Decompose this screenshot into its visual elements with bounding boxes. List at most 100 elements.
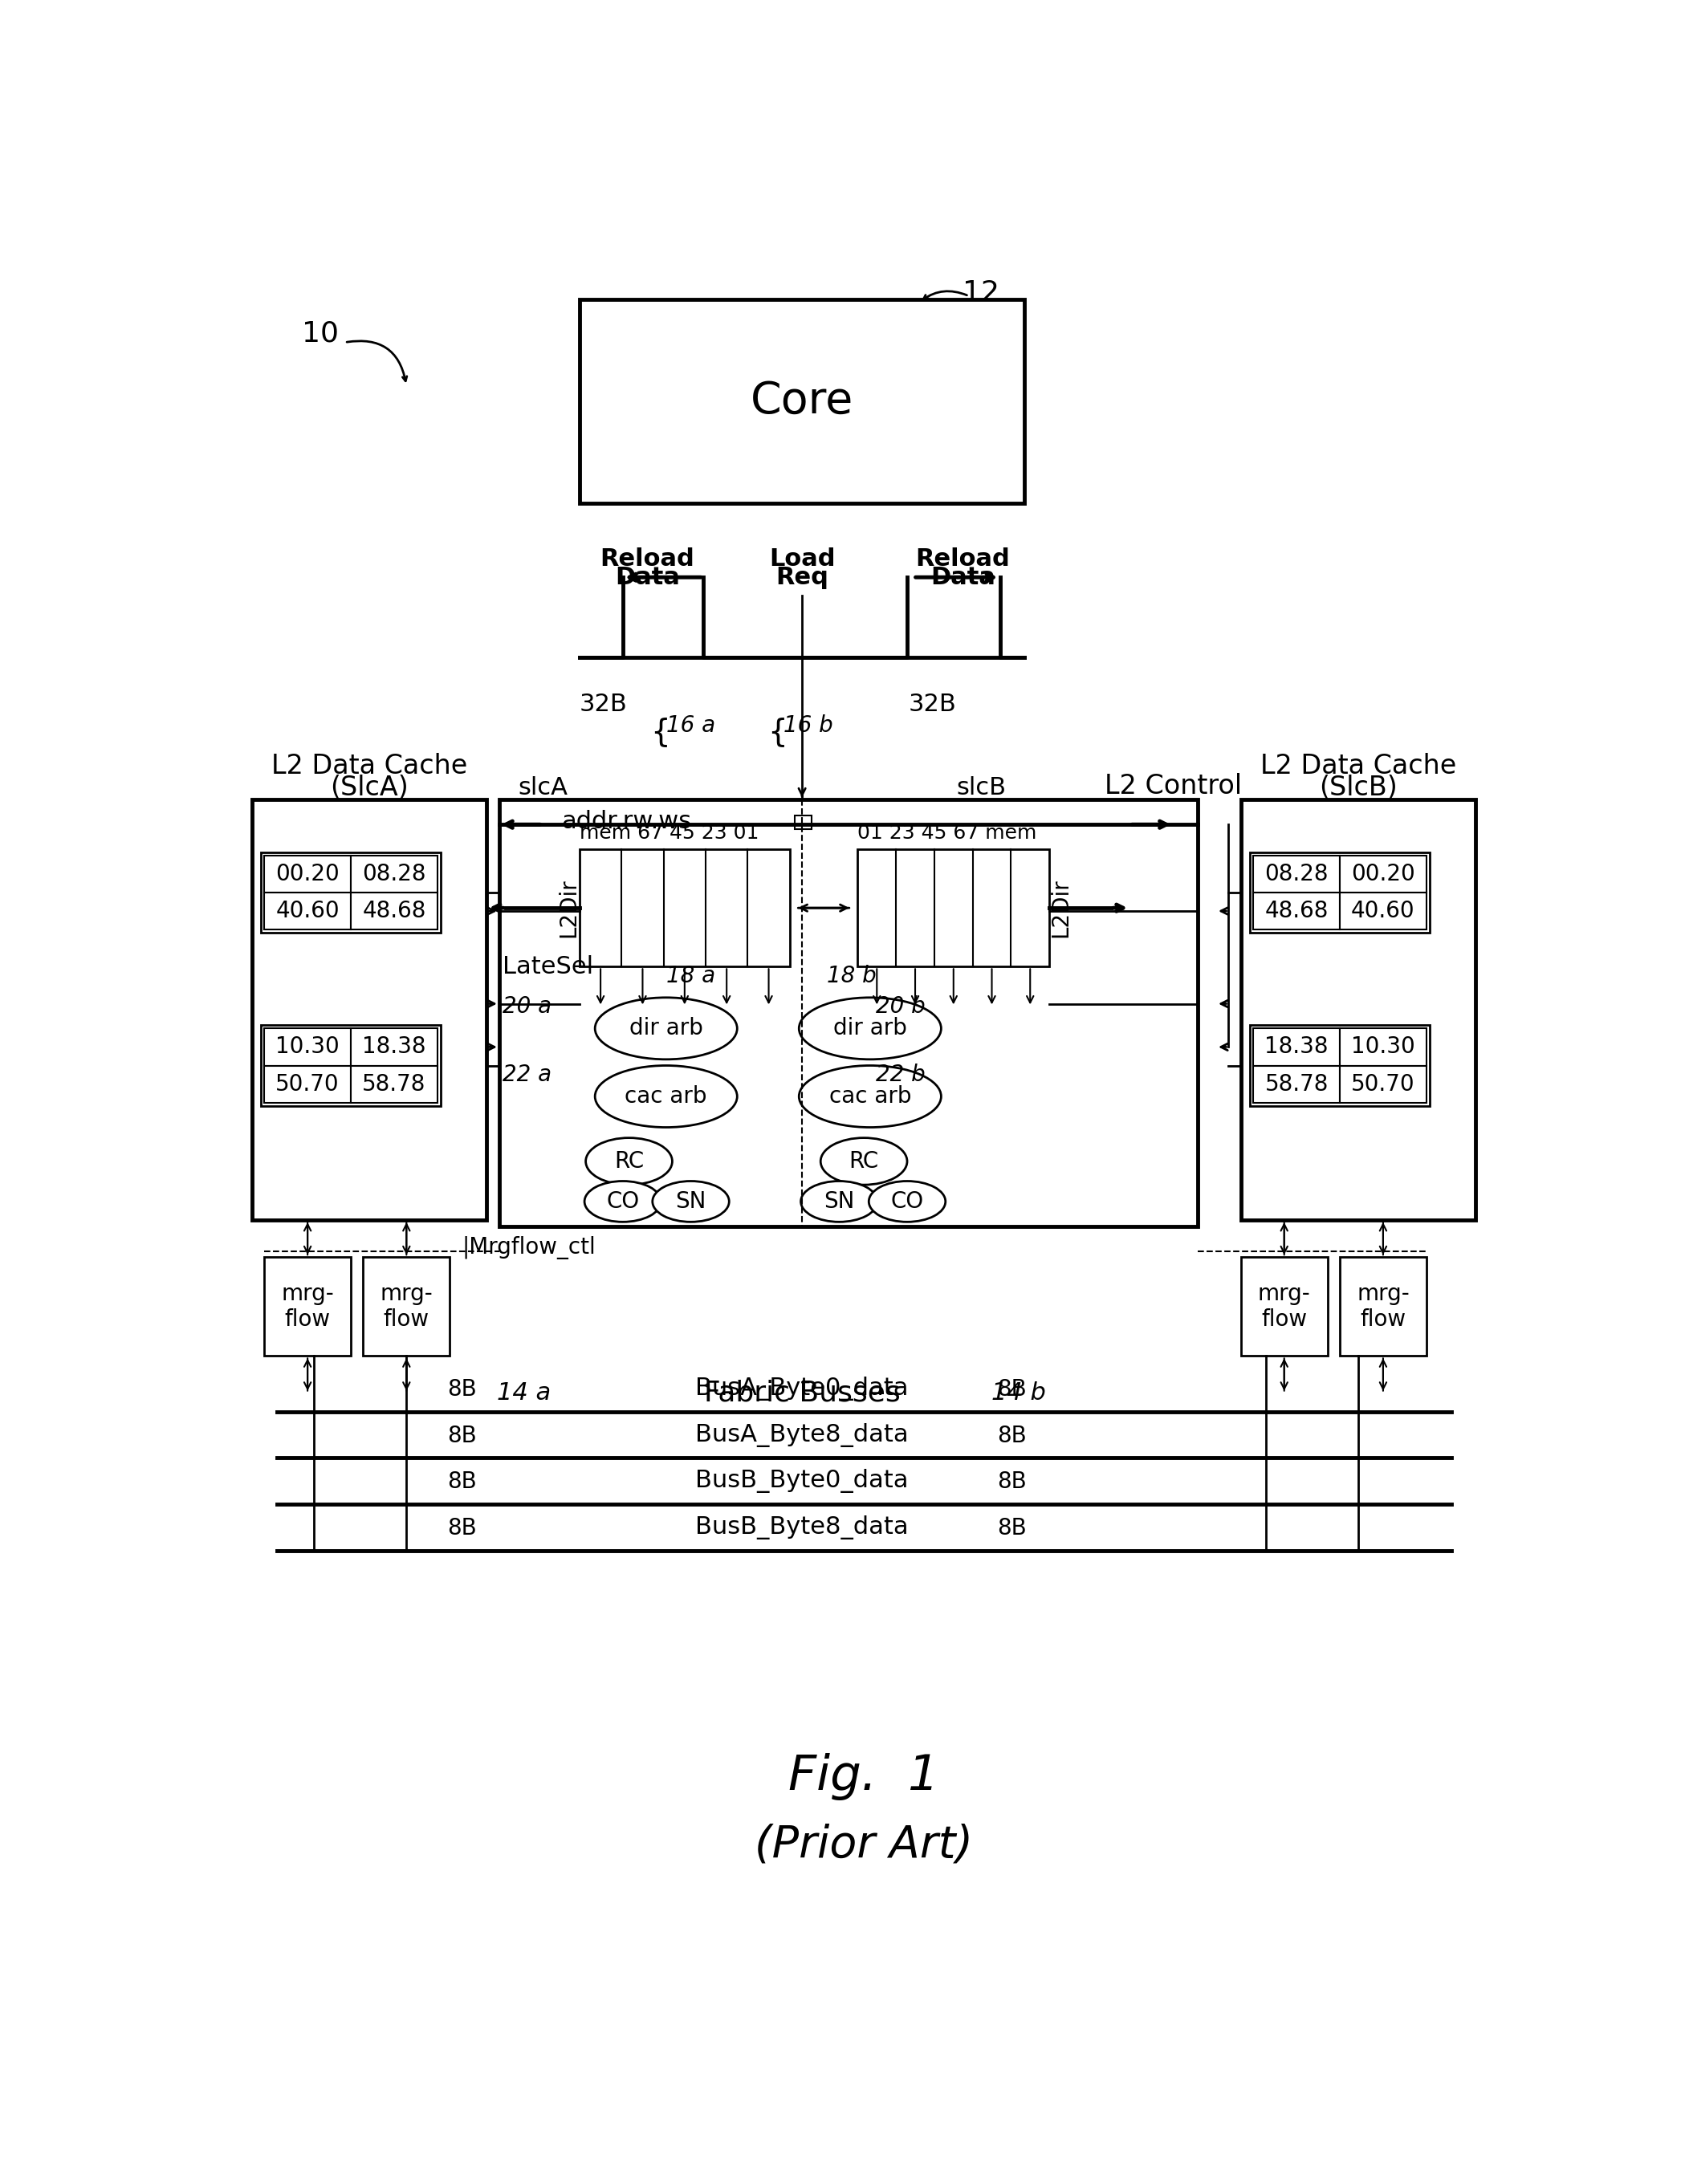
Bar bbox=[1240, 1258, 1328, 1356]
Text: RC: RC bbox=[849, 1151, 880, 1173]
Bar bbox=[858, 850, 1050, 968]
Text: dir arb: dir arb bbox=[629, 1018, 703, 1040]
Text: 40.60: 40.60 bbox=[1351, 900, 1415, 922]
Text: SN: SN bbox=[676, 1190, 706, 1212]
Text: Fig.  1: Fig. 1 bbox=[789, 1752, 939, 1800]
Text: slcA: slcA bbox=[517, 775, 568, 799]
Text: BusA_Byte0_data: BusA_Byte0_data bbox=[696, 1376, 908, 1400]
Text: 48.68: 48.68 bbox=[362, 900, 426, 922]
Text: L2 Data Cache: L2 Data Cache bbox=[271, 753, 467, 780]
Bar bbox=[1250, 1024, 1429, 1105]
Bar bbox=[265, 856, 350, 893]
Text: 16 b: 16 b bbox=[784, 714, 832, 736]
Bar bbox=[1340, 1258, 1427, 1356]
Bar bbox=[261, 1024, 440, 1105]
Text: 10: 10 bbox=[302, 319, 339, 347]
Text: Data: Data bbox=[615, 566, 681, 590]
Text: 50.70: 50.70 bbox=[1351, 1072, 1415, 1096]
Text: 8B: 8B bbox=[998, 1470, 1026, 1494]
Bar bbox=[1340, 1066, 1427, 1103]
Text: LateSel: LateSel bbox=[502, 954, 593, 978]
Text: 8B: 8B bbox=[998, 1518, 1026, 1540]
Bar bbox=[350, 1029, 438, 1066]
Bar bbox=[580, 299, 1024, 502]
Ellipse shape bbox=[652, 1182, 730, 1221]
Text: mrg-
flow: mrg- flow bbox=[1356, 1282, 1409, 1330]
Text: BusA_Byte8_data: BusA_Byte8_data bbox=[696, 1422, 908, 1446]
Text: Reload: Reload bbox=[915, 548, 1009, 570]
Text: mrg-
flow: mrg- flow bbox=[1257, 1282, 1311, 1330]
Text: Reload: Reload bbox=[600, 548, 694, 570]
Text: 18 b: 18 b bbox=[827, 965, 876, 987]
Text: addr.rw.ws: addr.rw.ws bbox=[561, 810, 691, 832]
Bar bbox=[350, 1066, 438, 1103]
Text: 58.78: 58.78 bbox=[1265, 1072, 1328, 1096]
Text: 8B: 8B bbox=[447, 1518, 477, 1540]
Ellipse shape bbox=[799, 998, 942, 1059]
Bar bbox=[265, 893, 350, 930]
Bar bbox=[350, 893, 438, 930]
Bar bbox=[580, 850, 790, 968]
Text: CO: CO bbox=[891, 1190, 923, 1212]
Text: 8B: 8B bbox=[447, 1470, 477, 1494]
Text: 58.78: 58.78 bbox=[362, 1072, 426, 1096]
Text: (SlcA): (SlcA) bbox=[330, 773, 408, 802]
Bar bbox=[1254, 856, 1340, 893]
Text: 18.38: 18.38 bbox=[362, 1035, 426, 1059]
Text: BusB_Byte0_data: BusB_Byte0_data bbox=[696, 1470, 908, 1494]
Text: 18 a: 18 a bbox=[666, 965, 714, 987]
Ellipse shape bbox=[595, 1066, 736, 1127]
Text: 50.70: 50.70 bbox=[276, 1072, 339, 1096]
Bar bbox=[1240, 799, 1476, 1221]
Text: slcB: slcB bbox=[957, 775, 1006, 799]
Text: 12: 12 bbox=[962, 280, 999, 306]
Text: 00.20: 00.20 bbox=[276, 863, 340, 885]
Text: 18.38: 18.38 bbox=[1265, 1035, 1328, 1059]
Text: (Prior Art): (Prior Art) bbox=[755, 1824, 974, 1865]
Text: 32B: 32B bbox=[580, 692, 627, 716]
Text: Core: Core bbox=[750, 380, 854, 424]
Text: CO: CO bbox=[607, 1190, 639, 1212]
Ellipse shape bbox=[586, 1138, 672, 1184]
Bar bbox=[1254, 893, 1340, 930]
Bar bbox=[1340, 893, 1427, 930]
Text: mrg-
flow: mrg- flow bbox=[381, 1282, 433, 1330]
Ellipse shape bbox=[595, 998, 736, 1059]
Text: 00.20: 00.20 bbox=[1351, 863, 1415, 885]
Text: 08.28: 08.28 bbox=[1265, 863, 1328, 885]
Text: Data: Data bbox=[930, 566, 996, 590]
Text: 20 b: 20 b bbox=[876, 996, 925, 1018]
Text: {: { bbox=[650, 716, 671, 747]
Bar bbox=[265, 1029, 350, 1066]
Bar bbox=[1340, 1029, 1427, 1066]
Text: SN: SN bbox=[824, 1190, 854, 1212]
Text: BusB_Byte8_data: BusB_Byte8_data bbox=[696, 1516, 908, 1540]
Bar bbox=[1250, 852, 1429, 933]
Text: L2Dir: L2Dir bbox=[558, 878, 580, 937]
Text: mrg-
flow: mrg- flow bbox=[281, 1282, 334, 1330]
Ellipse shape bbox=[800, 1182, 878, 1221]
Bar bbox=[1254, 1029, 1340, 1066]
Text: mem 67 45 23 01: mem 67 45 23 01 bbox=[580, 823, 758, 843]
Text: RC: RC bbox=[613, 1151, 644, 1173]
Text: 48.68: 48.68 bbox=[1265, 900, 1328, 922]
Text: 14 a: 14 a bbox=[497, 1382, 551, 1404]
Bar bbox=[253, 799, 487, 1221]
Text: cac arb: cac arb bbox=[625, 1085, 708, 1107]
Text: (SlcB): (SlcB) bbox=[1319, 773, 1397, 802]
Text: 08.28: 08.28 bbox=[362, 863, 426, 885]
Text: cac arb: cac arb bbox=[829, 1085, 912, 1107]
Text: dir arb: dir arb bbox=[832, 1018, 907, 1040]
Text: Load: Load bbox=[768, 548, 836, 570]
Text: 10.30: 10.30 bbox=[1351, 1035, 1415, 1059]
Text: 8B: 8B bbox=[998, 1424, 1026, 1446]
Text: {: { bbox=[767, 716, 787, 747]
Text: Req: Req bbox=[775, 566, 829, 590]
Bar bbox=[499, 799, 1198, 1225]
Text: 22 a: 22 a bbox=[502, 1064, 551, 1085]
Text: L2 Control: L2 Control bbox=[1105, 773, 1242, 799]
Text: |Mrgflow_ctl: |Mrgflow_ctl bbox=[462, 1236, 596, 1260]
Ellipse shape bbox=[869, 1182, 945, 1221]
Text: 16 a: 16 a bbox=[666, 714, 714, 736]
Bar bbox=[795, 817, 812, 830]
